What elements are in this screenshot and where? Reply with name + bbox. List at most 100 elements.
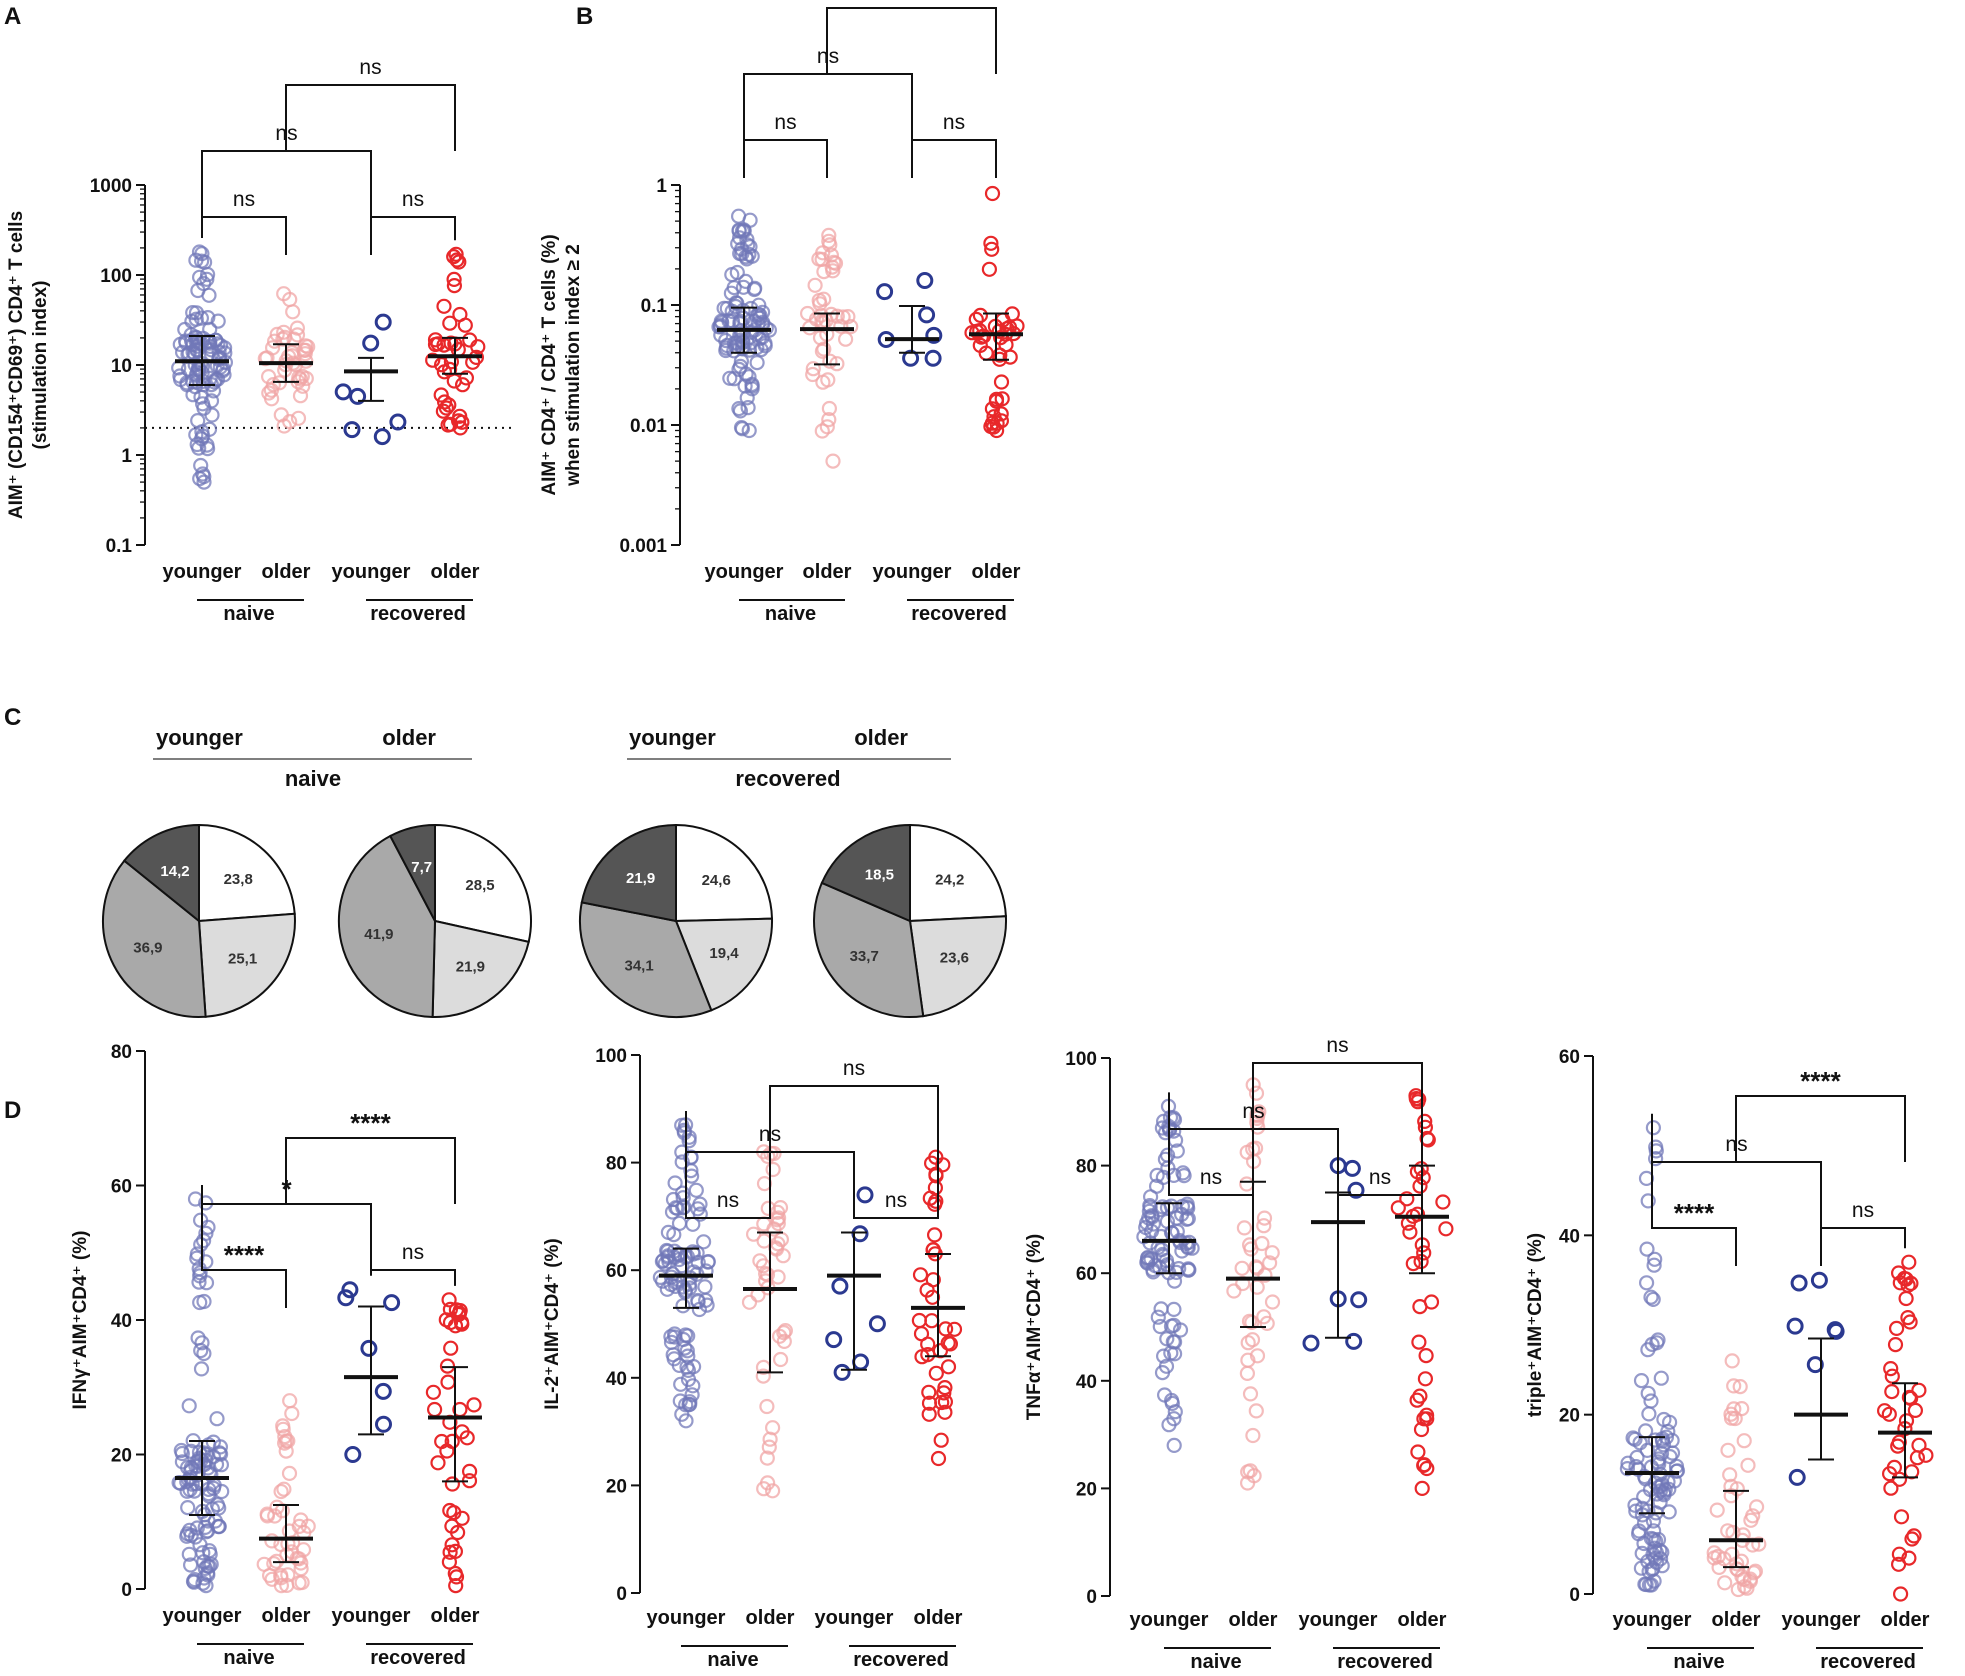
panel-d4-point (1826, 1321, 1844, 1339)
panel-d2-point (664, 1204, 681, 1220)
panel-d2-ytick-label: 100 (595, 1046, 627, 1067)
panel-d3-point (1248, 1259, 1264, 1275)
panel-d3-point (1175, 1165, 1191, 1181)
panel-b-point (719, 337, 735, 354)
panel-a-point (362, 334, 380, 352)
panel-d1-point (294, 1574, 310, 1591)
panel-a-xtick-label: younger (332, 561, 411, 583)
panel-a-point (448, 246, 464, 262)
panel-a-point (193, 389, 209, 405)
panel-d2-point (940, 1335, 956, 1351)
panel-d3-ytick-label: 20 (1076, 1479, 1097, 1500)
panel-d3-point (1243, 1241, 1259, 1257)
panel-d4-point (1661, 1504, 1677, 1520)
panel-b-point (821, 400, 838, 417)
panel-d1-point (466, 1397, 482, 1413)
panel-d2-point (741, 1294, 758, 1310)
panel-b-group-0 (711, 208, 778, 439)
panel-d2-point (940, 1359, 957, 1375)
panel-d1-point (213, 1446, 229, 1462)
panel-d3-point (1347, 1181, 1365, 1199)
panel-a-point (343, 421, 361, 439)
panel-b-point (750, 306, 767, 322)
panel-c-chart: younger older younger older naive recovered 23… (101, 725, 1007, 1019)
panel-d4-point (1620, 1455, 1636, 1471)
panel-a-point (443, 335, 459, 351)
panel-d1-point (181, 1546, 197, 1562)
panel-d3-point (1172, 1322, 1189, 1338)
pie-0-slice-label-0: 23,8 (224, 871, 253, 888)
panel-b-ytick-label: 0.001 (619, 536, 667, 557)
panel-d4-bracket (1820, 1227, 1906, 1266)
panel-b-bracket (826, 7, 997, 74)
panel-d3-point (1435, 1194, 1451, 1210)
panel-b-point (753, 342, 769, 358)
panel-a-point (436, 298, 452, 314)
panel-a-point (298, 342, 314, 358)
panel-d1-point (284, 1405, 300, 1422)
panel-d1-recovered-label: recovered (370, 1647, 466, 1669)
panel-d4-point (1655, 1437, 1672, 1453)
panel-d1-point (375, 1415, 392, 1433)
panel-d2-point (659, 1242, 675, 1259)
panel-d2-point (660, 1224, 677, 1241)
panel-b-point (843, 319, 859, 335)
panel-d4-point (1636, 1535, 1652, 1552)
panel-d3-point (1302, 1334, 1320, 1352)
panel-d4-point (1706, 1545, 1722, 1561)
panel-b-point (984, 241, 1000, 257)
panel-d1-point (180, 1499, 196, 1516)
panel-d4-point (1646, 1257, 1662, 1273)
panel-d3-point (1418, 1347, 1434, 1364)
panel-d3-point (1415, 1169, 1431, 1186)
panel-a-point (261, 385, 277, 401)
panel-a-point (292, 388, 309, 404)
panel-d4-point (1887, 1336, 1904, 1353)
panel-d4-point (1747, 1563, 1764, 1579)
panel-d4-point (1709, 1502, 1725, 1518)
panel-b-point (993, 406, 1009, 422)
panel-d3-point (1167, 1404, 1183, 1420)
pie-2-slice-1 (674, 917, 774, 1012)
pie-3-slice-1 (908, 915, 1007, 1018)
panel-d4-naive-label: naive (1673, 1651, 1724, 1673)
panel-d2-point (935, 1157, 951, 1173)
panel-d1-point (374, 1382, 392, 1400)
panel-d2-point (946, 1321, 963, 1337)
panel-d4-point (1740, 1457, 1756, 1473)
panel-b-group-2 (876, 272, 943, 367)
panel-d1-point (213, 1457, 229, 1473)
panel-d2-point (700, 1254, 716, 1270)
panel-d1-point (444, 1476, 460, 1492)
panel-d3-point (1240, 1464, 1256, 1480)
panel-d3-point (1345, 1332, 1363, 1350)
panel-d3-naive-label: naive (1190, 1651, 1241, 1673)
pie-0-slice-label-2: 36,9 (133, 940, 162, 957)
panel-b-point (816, 264, 832, 280)
panel-d4-point (1904, 1464, 1920, 1480)
panel-b-xtick-label: younger (873, 561, 952, 583)
panel-d4-point (1918, 1447, 1934, 1463)
panel-d1-group-3 (425, 1292, 482, 1594)
panel-d4-point (1640, 1193, 1656, 1209)
panel-d2-point (761, 1439, 777, 1455)
panel-d1-xtick-label: younger (332, 1605, 411, 1627)
panel-d1-point (209, 1496, 225, 1513)
panel-d4-point (1664, 1432, 1680, 1449)
panel-d2-point (770, 1236, 786, 1252)
pie-0-slice-1 (197, 912, 296, 1018)
panel-a-point (265, 377, 281, 393)
panel-a-point (201, 421, 218, 437)
panel-a-point (433, 387, 449, 403)
panel-d4-xtick-label: older (1881, 1609, 1930, 1631)
pie-3-slice-0 (909, 823, 1007, 923)
panel-d2-point (934, 1394, 950, 1411)
panel-b-point (825, 453, 841, 469)
panel-d4-ylabel: triple⁺AIM⁺CD4⁺ (%) (1525, 1233, 1546, 1417)
panel-d3-point (1155, 1348, 1172, 1364)
pie-2-slice-3 (580, 823, 677, 923)
panel-d1-point (214, 1483, 230, 1500)
panel-d1-significance-label: **** (350, 1108, 391, 1138)
panel-d2-point (690, 1201, 706, 1217)
